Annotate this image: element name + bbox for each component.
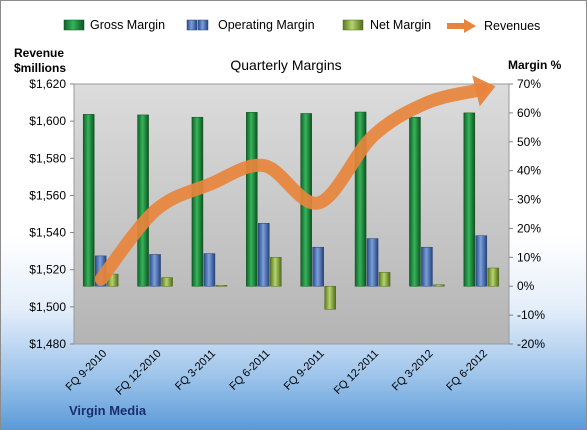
- legend-swatch-gross-margin: [63, 19, 85, 31]
- bar-operating-margin-fq-12-2010: [149, 254, 161, 287]
- y-right-tick-label: 60%: [517, 106, 541, 120]
- y-left-tick-label: $1,620: [29, 77, 66, 91]
- bar-gross-margin-fq-9-2010: [82, 114, 95, 287]
- legend-swatch-revenues-arrowhead: [464, 19, 476, 33]
- legend-item-gross-margin: Gross Margin: [63, 18, 165, 32]
- bar-gross-margin-fq-12-2010: [137, 114, 149, 287]
- legend: Gross Margin Operating Margin Net Margin…: [63, 18, 540, 33]
- y-right-tick-label: 30%: [517, 193, 541, 207]
- revenue-line: [94, 75, 496, 286]
- bar-gross-margin-fq-12-2011: [354, 111, 367, 287]
- x-tick-label: FQ 12-2011: [332, 348, 381, 397]
- revenue-line-path: [94, 83, 489, 286]
- x-tick-label: FQ 3-2011: [173, 348, 218, 393]
- chart-title: Quarterly Margins: [230, 57, 341, 73]
- y-left-tick-label: $1,600: [29, 114, 66, 128]
- bar-operating-margin-fq-6-2011: [258, 222, 270, 287]
- x-tick-label: FQ 9-2011: [282, 348, 327, 393]
- company-label: Virgin Media: [69, 403, 147, 418]
- bar-operating-margin-fq-12-2011: [366, 238, 379, 287]
- x-tick-label: FQ 6-2012: [444, 348, 490, 394]
- y-left-ticks: $1,480 $1,500 $1,520 $1,540 $1,560 $1,580 $1,6…: [29, 77, 74, 351]
- bar-gross-margin-fq-3-2011: [191, 116, 204, 287]
- bar-gross-margin-fq-3-2012: [409, 116, 421, 287]
- legend-label-net-margin: Net Margin: [370, 18, 431, 32]
- x-tick-labels: FQ 9-2010 FQ 12-2010 FQ 3-2011 FQ 6-2011 FQ …: [64, 348, 490, 398]
- y-right-tick-label: 20%: [517, 221, 541, 235]
- y-left-label-line2: $millions: [14, 61, 66, 75]
- legend-label-operating-margin: Operating Margin: [218, 18, 315, 32]
- legend-label-revenues: Revenues: [484, 19, 540, 33]
- y-left-tick-label: $1,560: [29, 188, 66, 202]
- bar-net-margin-fq-3-2011: [215, 285, 228, 287]
- bar-gross-margin-fq-6-2012: [463, 112, 476, 287]
- y-left-label-line1: Revenue: [14, 46, 64, 60]
- y-left-tick-label: $1,500: [29, 300, 66, 314]
- bar-operating-margin-fq-6-2012: [475, 235, 488, 287]
- x-tick-label: FQ 6-2011: [227, 348, 272, 393]
- x-tick-label: FQ 9-2010: [64, 348, 110, 394]
- legend-swatch-operating-margin-b: [197, 19, 209, 31]
- bar-gross-margin-fq-6-2011: [246, 112, 258, 287]
- y-right-tick-label: -20%: [517, 337, 545, 351]
- bar-operating-margin-fq-3-2012: [421, 246, 433, 287]
- legend-label-gross-margin: Gross Margin: [90, 18, 165, 32]
- y-right-label: Margin %: [508, 58, 562, 72]
- legend-item-operating-margin: Operating Margin: [186, 18, 315, 32]
- bar-net-margin-fq-9-2011: [324, 285, 336, 310]
- revenue-arrowhead: [472, 75, 496, 107]
- legend-item-net-margin: Net Margin: [342, 18, 431, 32]
- bar-operating-margin-fq-9-2011: [312, 246, 324, 287]
- y-right-ticks: -20% -10% 0% 10% 20% 30% 40% 50% 60% 70%: [509, 77, 545, 351]
- bar-net-margin-fq-3-2012: [433, 284, 445, 287]
- y-right-tick-label: 40%: [517, 164, 541, 178]
- x-tick-label: FQ 3-2012: [390, 348, 436, 394]
- y-right-tick-label: -10%: [517, 308, 545, 322]
- y-right-tick-label: 50%: [517, 135, 541, 149]
- y-left-tick-label: $1,540: [29, 226, 66, 240]
- bar-net-margin-fq-6-2012: [487, 267, 500, 287]
- bar-operating-margin-fq-3-2011: [203, 253, 216, 287]
- legend-swatch-net-margin: [342, 19, 364, 31]
- bar-net-margin-fq-12-2011: [378, 272, 391, 287]
- y-right-tick-label: 70%: [517, 77, 541, 91]
- y-right-tick-label: 0%: [517, 279, 535, 293]
- x-tick-label: FQ 12-2010: [114, 348, 164, 398]
- y-left-tick-label: $1,580: [29, 151, 66, 165]
- y-left-tick-label: $1,520: [29, 263, 66, 277]
- bar-net-margin-fq-6-2011: [270, 257, 282, 287]
- legend-swatch-operating-margin: [186, 19, 198, 31]
- bar-net-margin-fq-12-2010: [161, 277, 173, 287]
- y-left-tick-label: $1,480: [29, 337, 66, 351]
- y-right-tick-label: 10%: [517, 250, 541, 264]
- legend-item-revenues: Revenues: [447, 19, 540, 33]
